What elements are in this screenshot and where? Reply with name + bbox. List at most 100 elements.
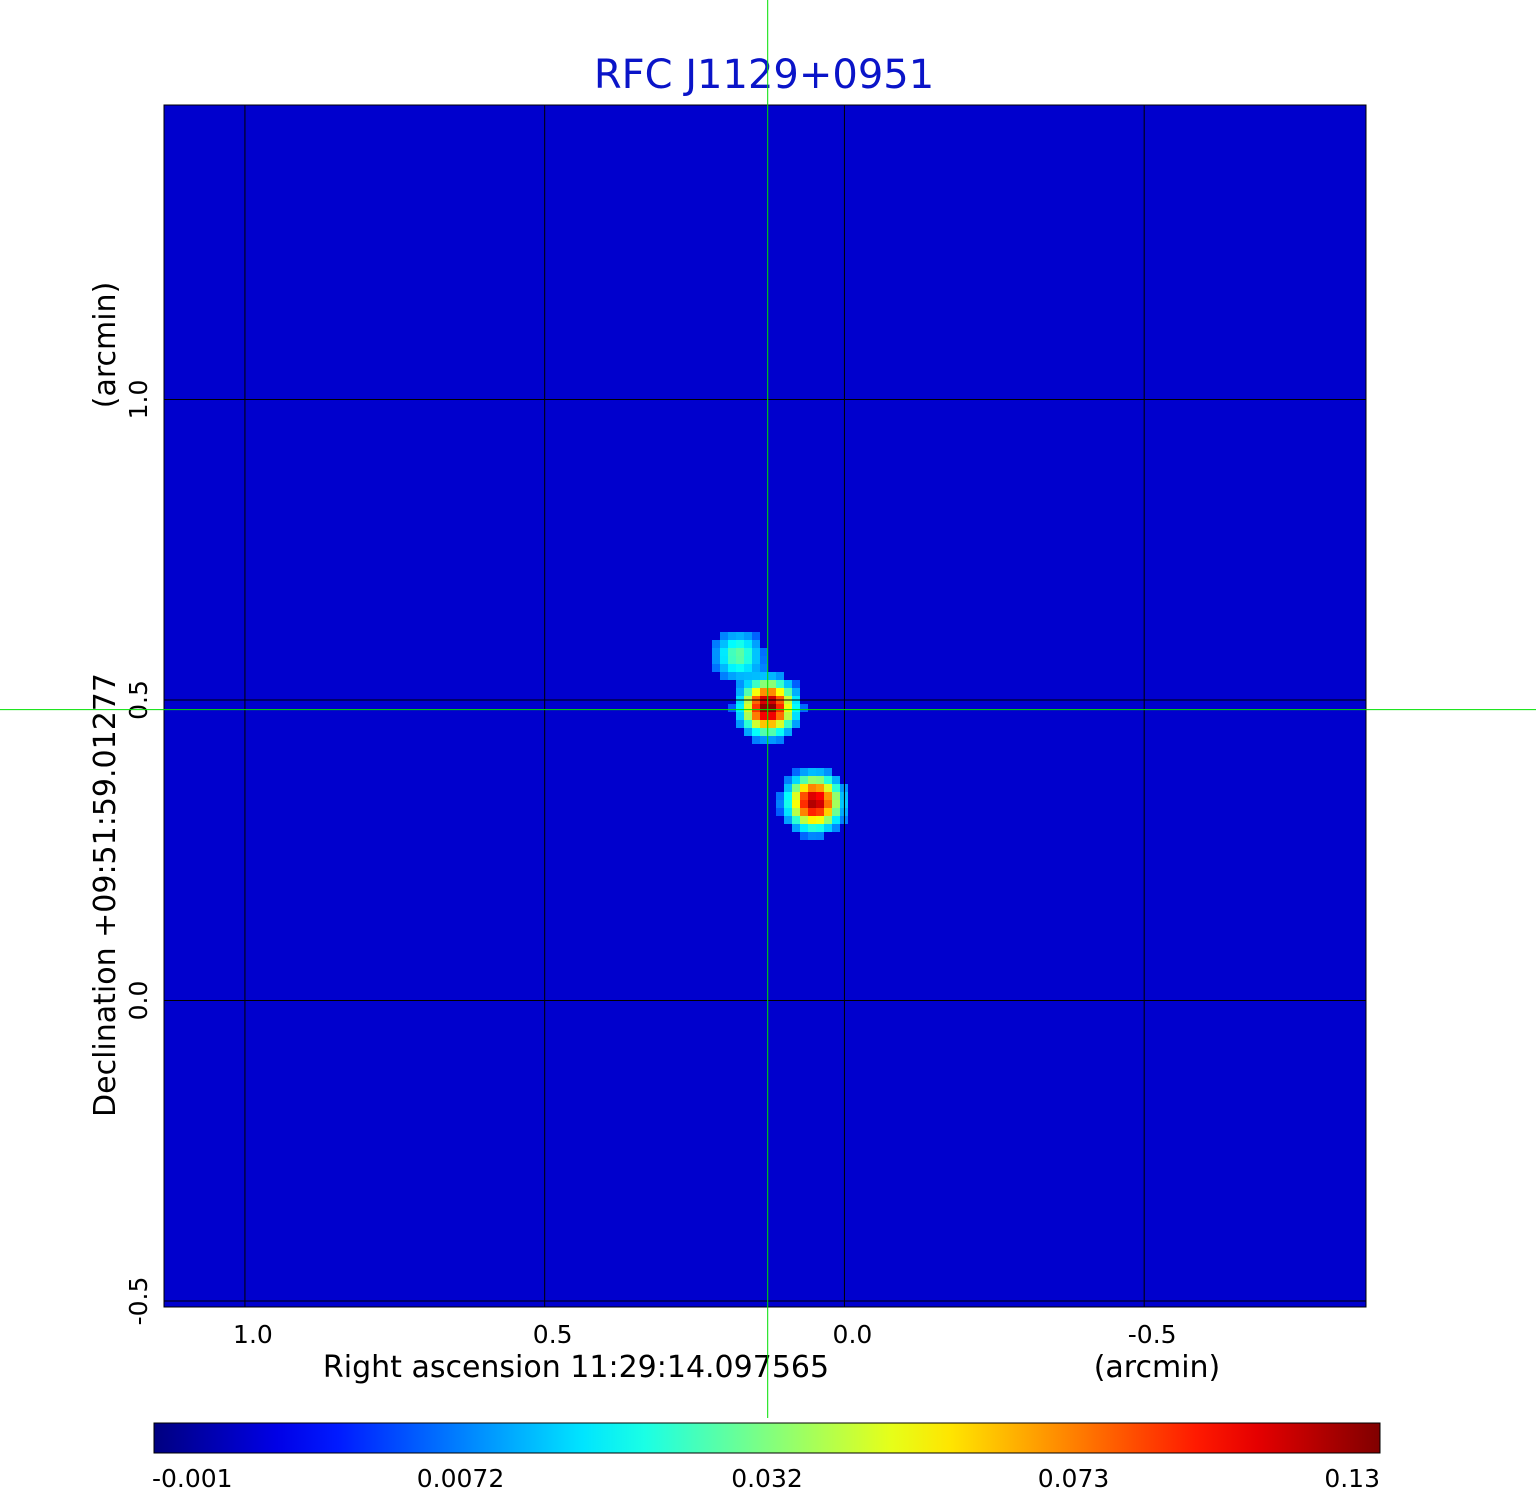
image-pixel bbox=[752, 680, 760, 688]
colorbar-tick-label: -0.001 bbox=[152, 1464, 233, 1493]
image-pixel bbox=[784, 776, 792, 784]
image-pixel bbox=[752, 704, 760, 712]
image-pixel bbox=[832, 808, 840, 816]
image-pixel bbox=[792, 824, 800, 832]
image-pixel bbox=[792, 680, 800, 688]
image-pixel bbox=[744, 704, 752, 712]
colorbar bbox=[153, 1422, 1381, 1454]
image-pixel bbox=[800, 800, 808, 808]
image-pixel bbox=[736, 648, 744, 656]
chart-title: RFC J1129+0951 bbox=[594, 52, 934, 98]
image-pixel bbox=[784, 704, 792, 712]
image-pixel bbox=[720, 648, 728, 656]
image-pixel bbox=[792, 720, 800, 728]
image-pixel bbox=[712, 648, 720, 656]
image-pixel bbox=[816, 800, 824, 808]
image-pixel bbox=[720, 632, 728, 640]
image-pixel bbox=[824, 808, 832, 816]
image-pixel bbox=[712, 640, 720, 648]
image-pixel bbox=[744, 720, 752, 728]
image-pixel bbox=[768, 728, 776, 736]
image-pixel bbox=[720, 640, 728, 648]
image-pixel bbox=[760, 648, 768, 656]
image-pixel bbox=[792, 792, 800, 800]
image-pixel bbox=[752, 728, 760, 736]
image-pixel bbox=[776, 808, 784, 816]
image-pixel bbox=[776, 688, 784, 696]
image-pixel bbox=[768, 736, 776, 744]
image-pixel bbox=[784, 784, 792, 792]
image-pixel bbox=[712, 656, 720, 664]
image-pixel bbox=[744, 656, 752, 664]
image-pixel bbox=[736, 720, 744, 728]
colorbar-tick-label: 0.0072 bbox=[417, 1464, 504, 1493]
image-pixel bbox=[808, 816, 816, 824]
image-pixel bbox=[752, 632, 760, 640]
plot-frame bbox=[163, 104, 1367, 1308]
image-pixel bbox=[800, 792, 808, 800]
image-pixel bbox=[832, 800, 840, 808]
image-pixel bbox=[728, 632, 736, 640]
image-pixel bbox=[752, 688, 760, 696]
image-pixel bbox=[776, 704, 784, 712]
y-axis-label: Declination +09:51:59.01277 bbox=[88, 673, 123, 1117]
image-pixel bbox=[800, 704, 808, 712]
image-pixel bbox=[728, 672, 736, 680]
image-pixel bbox=[760, 704, 768, 712]
image-pixel bbox=[800, 768, 808, 776]
image-pixel bbox=[816, 808, 824, 816]
image-pixel bbox=[744, 672, 752, 680]
image-pixel bbox=[728, 664, 736, 672]
image-pixel bbox=[784, 688, 792, 696]
crosshair-cursor bbox=[0, 0, 1536, 1418]
image-pixel bbox=[736, 688, 744, 696]
x-axis-unit-label: (arcmin) bbox=[1094, 1350, 1221, 1385]
image-pixel bbox=[808, 832, 816, 840]
image-pixel bbox=[792, 776, 800, 784]
image-pixel bbox=[760, 672, 768, 680]
image-pixel bbox=[816, 776, 824, 784]
y-tick-label: -0.5 bbox=[124, 1277, 153, 1326]
image-pixel bbox=[736, 664, 744, 672]
image-pixel bbox=[768, 680, 776, 688]
image-pixel bbox=[736, 712, 744, 720]
image-pixel bbox=[728, 640, 736, 648]
image-pixel bbox=[760, 688, 768, 696]
image-pixel bbox=[744, 664, 752, 672]
image-pixel bbox=[752, 640, 760, 648]
image-pixel bbox=[784, 808, 792, 816]
image-pixel bbox=[832, 824, 840, 832]
image-pixel bbox=[736, 680, 744, 688]
y-axis-tick-labels: 1.0 0.5 0.0 -0.5 bbox=[124, 380, 153, 1326]
image-pixel bbox=[744, 712, 752, 720]
image-pixel bbox=[808, 808, 816, 816]
image-pixel bbox=[720, 664, 728, 672]
image-pixel bbox=[744, 680, 752, 688]
image-pixel bbox=[760, 656, 768, 664]
image-pixel bbox=[752, 712, 760, 720]
image-pixel bbox=[832, 776, 840, 784]
image-pixel bbox=[808, 792, 816, 800]
image-pixel bbox=[752, 720, 760, 728]
image-pixel bbox=[768, 688, 776, 696]
image-pixel bbox=[808, 776, 816, 784]
image-pixel bbox=[744, 688, 752, 696]
image-pixel bbox=[744, 640, 752, 648]
image-pixel bbox=[776, 736, 784, 744]
image-pixel bbox=[816, 816, 824, 824]
image-pixel bbox=[736, 632, 744, 640]
image-pixel bbox=[816, 824, 824, 832]
x-axis-tick-labels: 1.0 0.5 0.0 -0.5 bbox=[233, 1320, 1177, 1349]
image-pixel bbox=[784, 712, 792, 720]
image-pixel bbox=[792, 808, 800, 816]
image-pixel bbox=[768, 712, 776, 720]
image-pixel bbox=[824, 824, 832, 832]
image-pixel bbox=[824, 768, 832, 776]
x-tick-label: -0.5 bbox=[1128, 1320, 1177, 1349]
image-pixel bbox=[808, 824, 816, 832]
image-pixel bbox=[792, 800, 800, 808]
image-pixel bbox=[744, 728, 752, 736]
image-pixel bbox=[784, 816, 792, 824]
x-tick-label: 1.0 bbox=[233, 1320, 273, 1349]
